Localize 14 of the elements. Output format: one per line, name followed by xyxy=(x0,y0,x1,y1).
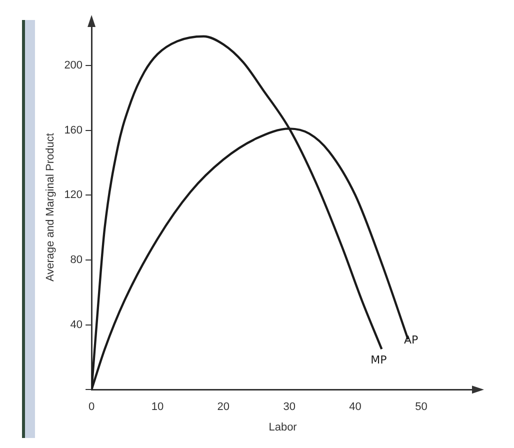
y-axis-title: Average and Marginal Product xyxy=(44,133,57,282)
y-tick-label: 200 xyxy=(64,60,83,72)
x-tick-label: 40 xyxy=(349,401,362,414)
x-axis-title: Labor xyxy=(268,421,298,434)
x-tick-label: 30 xyxy=(283,401,296,414)
y-tick-label: 80 xyxy=(70,254,83,266)
series-label: MP xyxy=(370,353,388,366)
y-tick-label: 160 xyxy=(64,124,83,136)
x-tick-label: 20 xyxy=(217,401,230,414)
x-tick-label: 0 xyxy=(88,401,95,414)
x-tick-label: 50 xyxy=(415,401,428,414)
y-tick-label: 120 xyxy=(64,189,83,202)
x-tick-label: 10 xyxy=(151,401,164,414)
y-tick-label: 40 xyxy=(70,318,83,331)
